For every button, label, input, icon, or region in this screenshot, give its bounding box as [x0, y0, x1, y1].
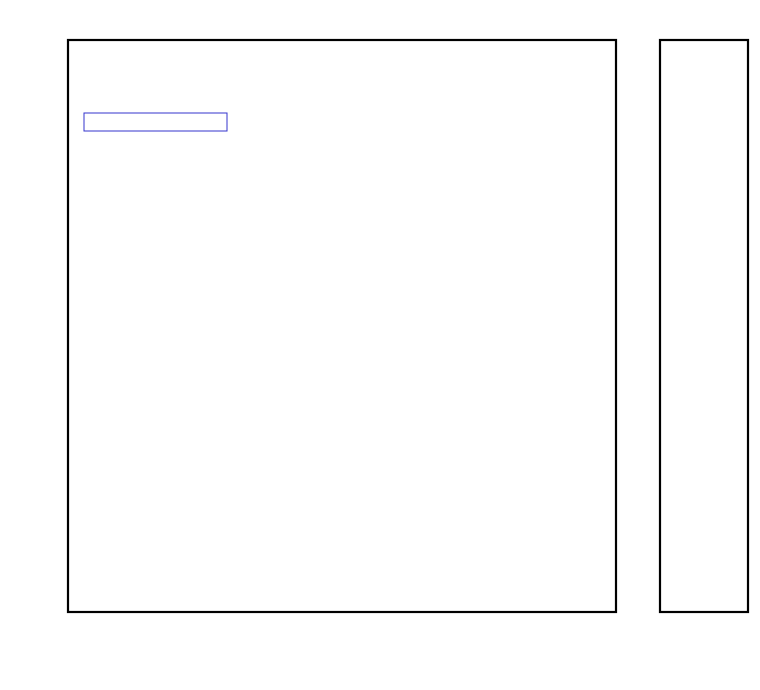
pressure-panel-frame — [658, 38, 750, 614]
credit-box — [83, 112, 228, 132]
plot-frame — [66, 38, 618, 614]
plot-background — [68, 40, 616, 612]
pressure-panel-background — [660, 40, 748, 612]
